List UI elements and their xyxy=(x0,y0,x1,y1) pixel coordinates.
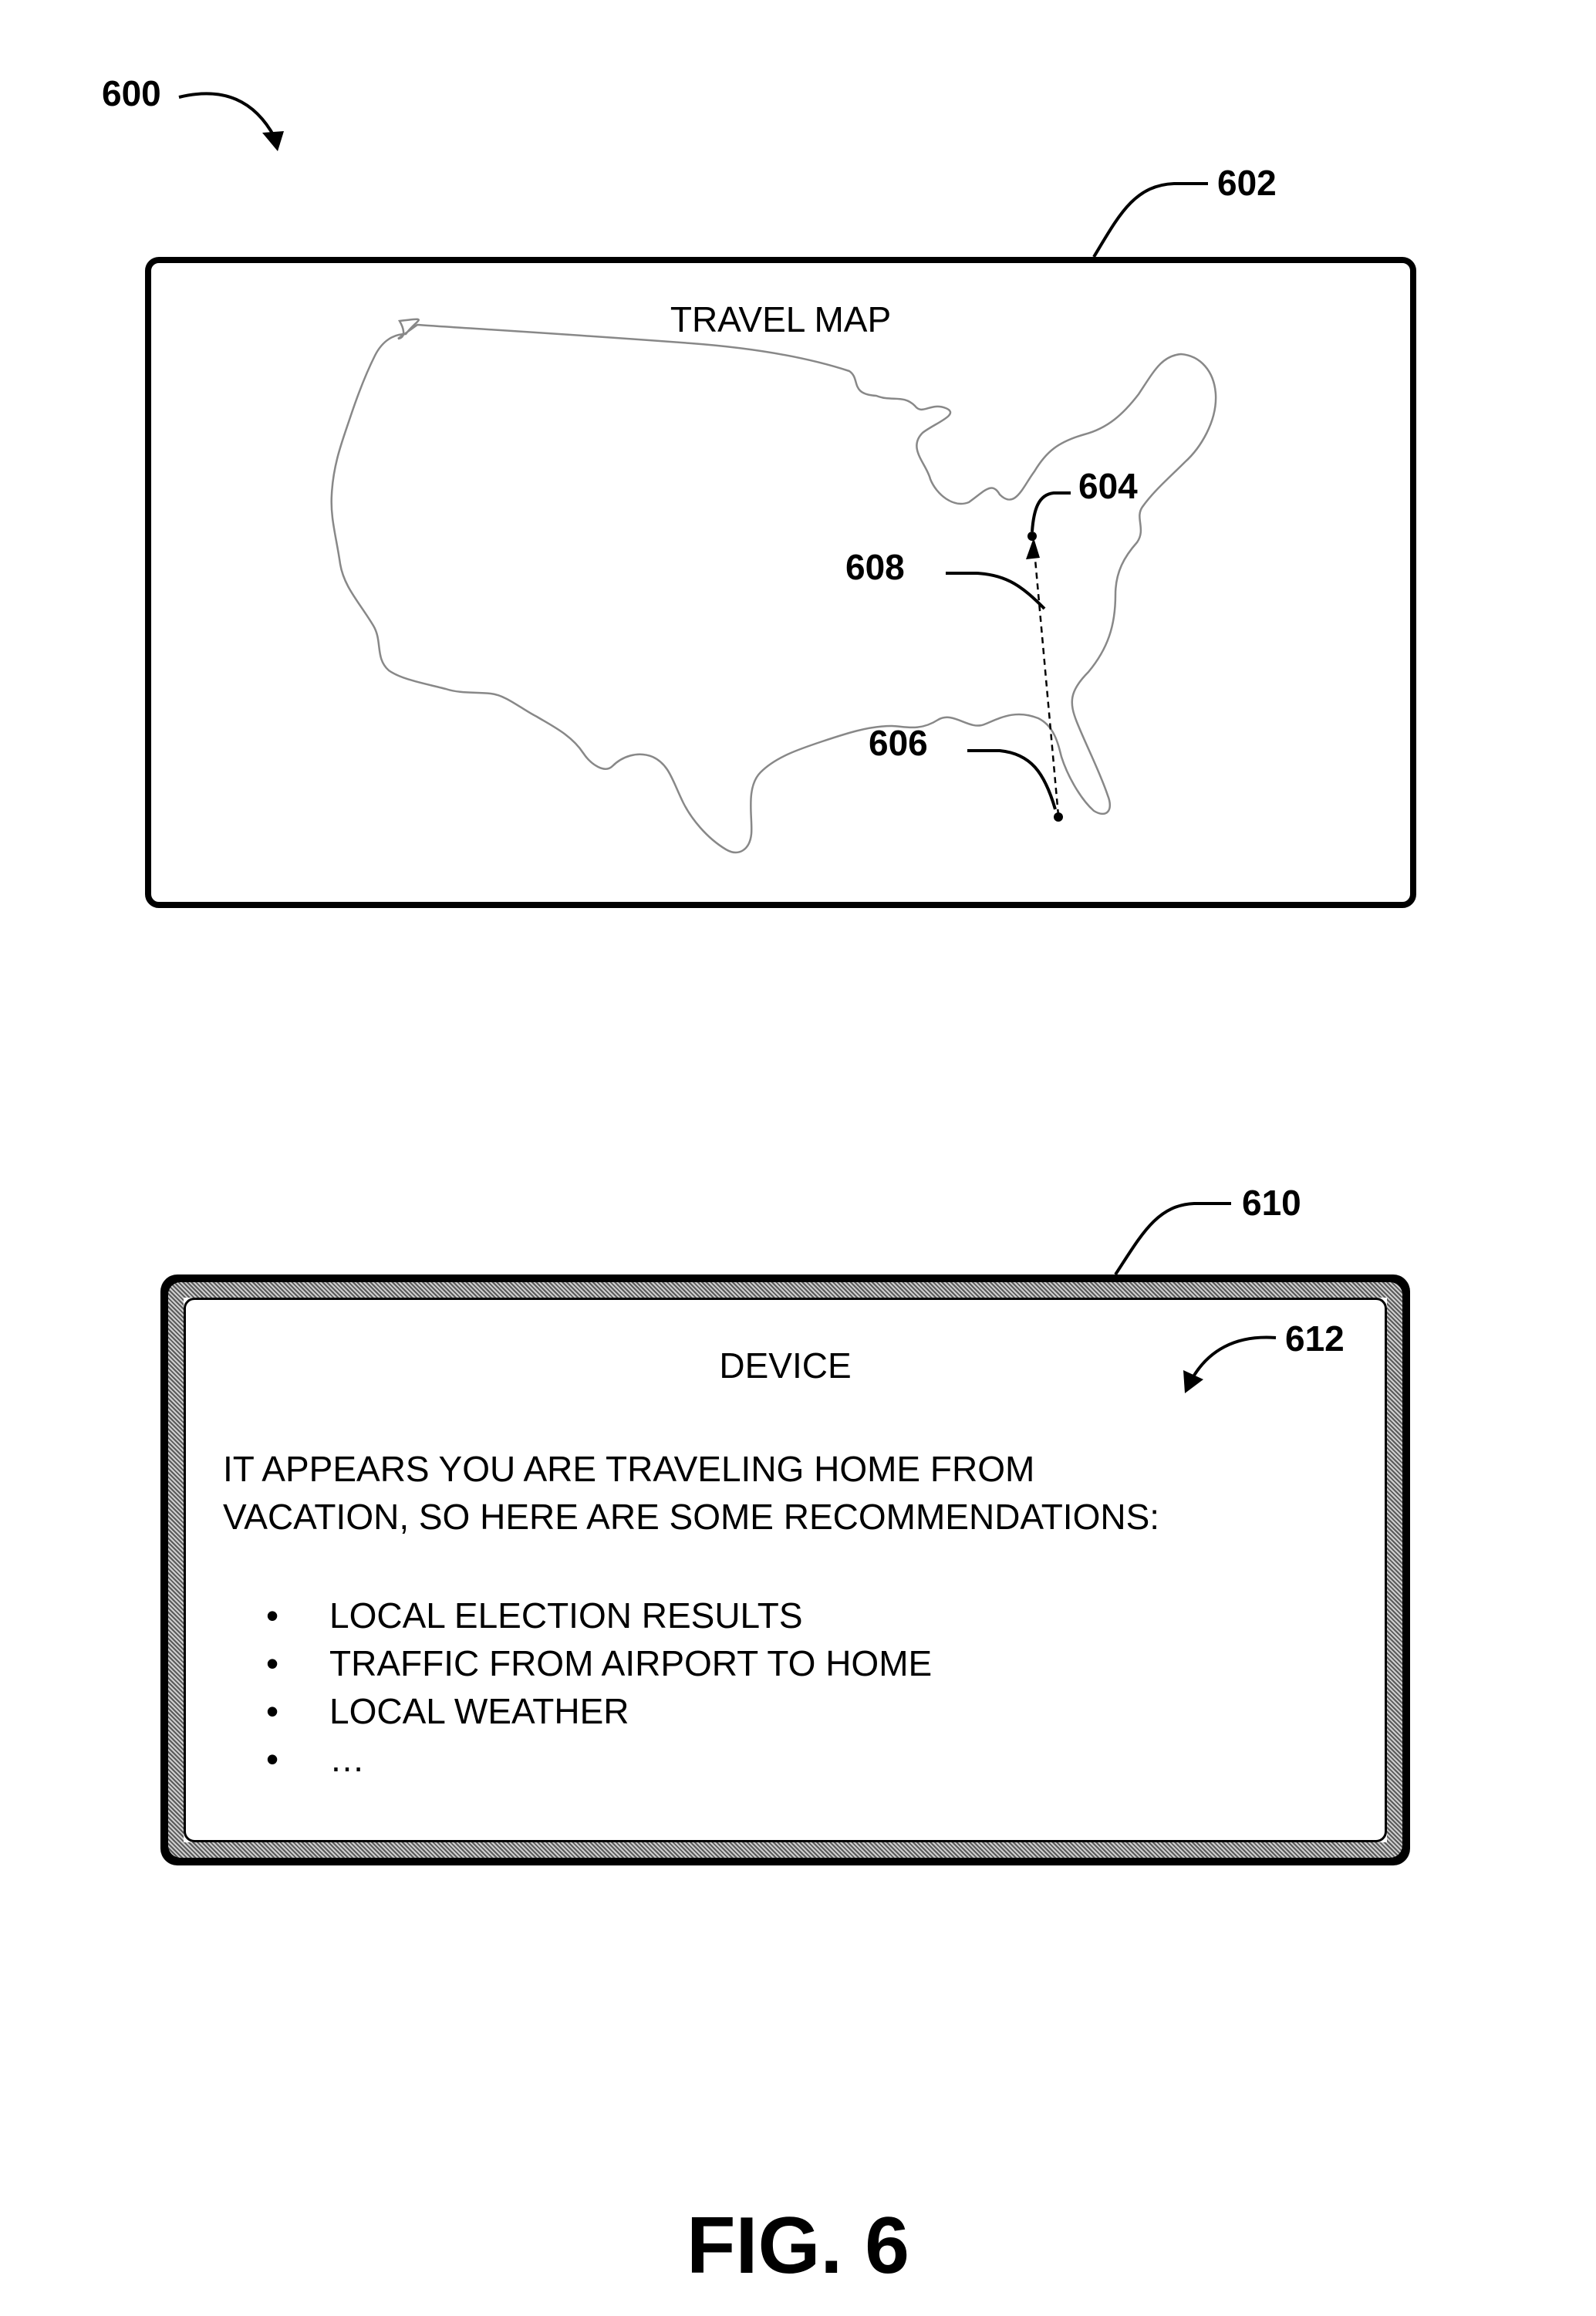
vacation-location-dot xyxy=(1054,812,1063,822)
bullet-icon: • xyxy=(266,1687,278,1735)
device-title: DEVICE xyxy=(186,1345,1385,1386)
recommendation-label: LOCAL WEATHER xyxy=(329,1691,629,1731)
recommendation-list: • LOCAL ELECTION RESULTS • TRAFFIC FROM AI… xyxy=(266,1592,932,1783)
device-message-line-2: VACATION, SO HERE ARE SOME RECOMMENDATIO… xyxy=(223,1493,1303,1541)
recommendation-item[interactable]: • LOCAL WEATHER xyxy=(266,1687,932,1735)
us-outline-icon xyxy=(332,319,1216,852)
route-arrowhead-icon xyxy=(1026,538,1040,559)
recommendation-item[interactable]: • TRAFFIC FROM AIRPORT TO HOME xyxy=(266,1639,932,1687)
bullet-icon: • xyxy=(266,1735,278,1783)
figure-label: FIG. 6 xyxy=(0,2200,1596,2292)
device-panel: DEVICE IT APPEARS YOU ARE TRAVELING HOME… xyxy=(160,1274,1410,1865)
recommendation-label: LOCAL ELECTION RESULTS xyxy=(329,1595,803,1636)
leader-604 xyxy=(1032,493,1071,532)
ref-label-606: 606 xyxy=(869,725,928,761)
device-message-line-1: IT APPEARS YOU ARE TRAVELING HOME FROM xyxy=(223,1445,1303,1493)
device-bezel: DEVICE IT APPEARS YOU ARE TRAVELING HOME… xyxy=(168,1282,1402,1858)
recommendation-item[interactable]: •… xyxy=(266,1735,932,1783)
travel-route-line xyxy=(1034,542,1058,815)
ref-label-608: 608 xyxy=(845,549,905,585)
ref-label-600: 600 xyxy=(102,76,161,111)
leader-608 xyxy=(946,573,1044,609)
ref-label-610: 610 xyxy=(1242,1185,1301,1220)
ref-label-602: 602 xyxy=(1217,165,1277,201)
leader-606 xyxy=(967,751,1055,809)
bullet-icon: • xyxy=(266,1639,278,1687)
recommendation-item[interactable]: • LOCAL ELECTION RESULTS xyxy=(266,1592,932,1639)
home-location-dot xyxy=(1027,532,1037,541)
ref-label-604: 604 xyxy=(1078,468,1138,504)
travel-map-canvas xyxy=(151,263,1410,902)
ref-label-612: 612 xyxy=(1285,1321,1345,1356)
recommendation-label: … xyxy=(329,1739,365,1779)
recommendation-label: TRAFFIC FROM AIRPORT TO HOME xyxy=(329,1643,932,1683)
bullet-icon: • xyxy=(266,1592,278,1639)
device-screen: DEVICE IT APPEARS YOU ARE TRAVELING HOME… xyxy=(184,1298,1387,1842)
device-message: IT APPEARS YOU ARE TRAVELING HOME FROM V… xyxy=(223,1445,1303,1541)
travel-map-panel: TRAVEL MAP xyxy=(145,257,1416,908)
